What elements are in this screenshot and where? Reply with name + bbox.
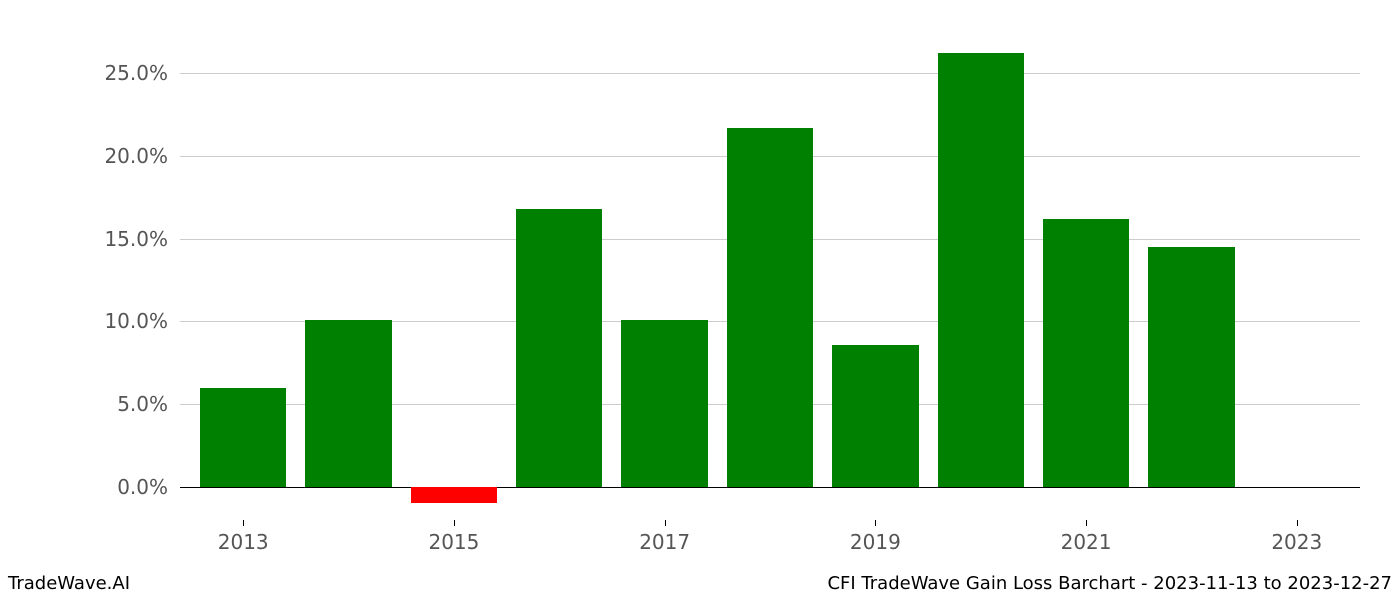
x-tick-label: 2023 xyxy=(1271,520,1322,554)
bar-chart: 0.0%5.0%10.0%15.0%20.0%25.0%201320152017… xyxy=(180,40,1360,520)
y-tick-label: 15.0% xyxy=(104,227,180,251)
y-axis-baseline xyxy=(180,487,1360,488)
bar xyxy=(1043,219,1129,487)
x-tick-label: 2021 xyxy=(1061,520,1112,554)
x-tick-label: 2019 xyxy=(850,520,901,554)
x-tick-label: 2013 xyxy=(218,520,269,554)
x-tick-label: 2015 xyxy=(428,520,479,554)
y-gridline xyxy=(180,73,1360,74)
x-tick-label: 2017 xyxy=(639,520,690,554)
bar xyxy=(1148,247,1234,487)
bar xyxy=(832,345,918,487)
chart-page: { "chart": { "type": "bar", "years": [20… xyxy=(0,0,1400,600)
bar xyxy=(516,209,602,487)
bar xyxy=(727,128,813,487)
plot-area: 0.0%5.0%10.0%15.0%20.0%25.0%201320152017… xyxy=(180,40,1360,520)
footer-right-text: CFI TradeWave Gain Loss Barchart - 2023-… xyxy=(827,573,1392,594)
bar xyxy=(938,53,1024,487)
bar xyxy=(621,320,707,487)
bar xyxy=(411,487,497,504)
y-tick-label: 0.0% xyxy=(117,475,180,499)
bar xyxy=(305,320,391,487)
footer-left-text: TradeWave.AI xyxy=(8,573,130,594)
y-tick-label: 5.0% xyxy=(117,392,180,416)
y-tick-label: 20.0% xyxy=(104,144,180,168)
bar xyxy=(200,388,286,487)
y-tick-label: 25.0% xyxy=(104,61,180,85)
y-tick-label: 10.0% xyxy=(104,309,180,333)
